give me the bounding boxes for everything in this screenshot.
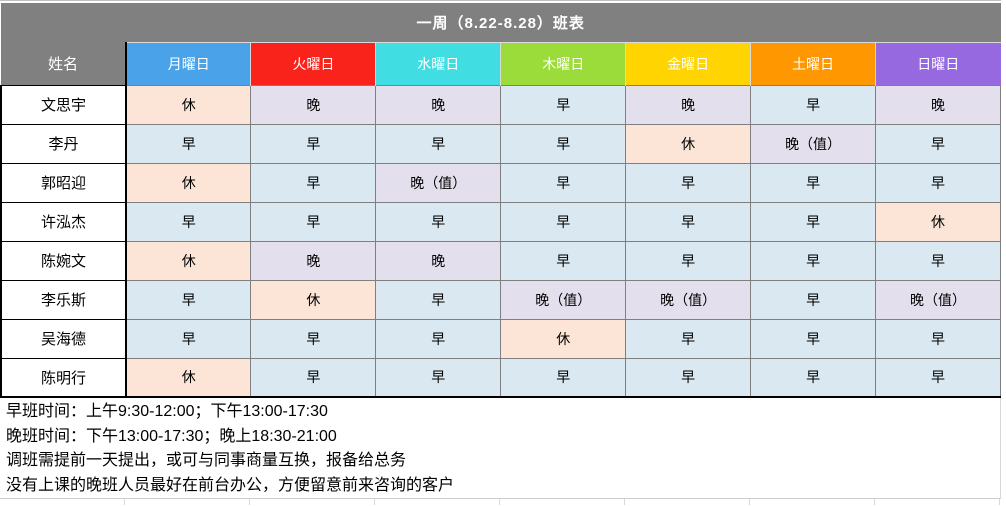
shift-cell-early[interactable]: 早 (875, 240, 1001, 281)
shift-cell-early[interactable]: 早 (625, 162, 752, 203)
employee-name-cell[interactable]: 文思宇 (0, 84, 127, 125)
day-header-5[interactable]: 金曜日 (625, 41, 751, 85)
shift-cell-off[interactable]: 休 (875, 201, 1001, 242)
day-header-6[interactable]: 土曜日 (750, 41, 876, 85)
shift-cell-early[interactable]: 早 (500, 201, 627, 242)
shift-cell-early[interactable]: 早 (250, 318, 377, 359)
employee-name-cell[interactable]: 陈明行 (0, 357, 127, 398)
shift-cell-late[interactable]: 晚 (250, 84, 377, 125)
shift-cell-late[interactable]: 晚 (375, 84, 502, 125)
shift-cell-early[interactable]: 早 (750, 201, 877, 242)
shift-cell-off[interactable]: 休 (625, 123, 752, 164)
shift-cell-late[interactable]: 晚 (625, 84, 752, 125)
shift-cell-early[interactable]: 早 (625, 201, 752, 242)
shift-cell-early[interactable]: 早 (750, 240, 877, 281)
shift-cell-early[interactable]: 早 (125, 279, 252, 320)
shift-cell-early[interactable]: 早 (500, 162, 627, 203)
shift-cell-early[interactable]: 早 (625, 240, 752, 281)
day-header-row: 姓名 月曜日 火曜日 水曜日 木曜日 金曜日 土曜日 日曜日 (1, 41, 1001, 85)
shift-cell-early[interactable]: 早 (625, 357, 752, 398)
employee-name-cell[interactable]: 陈婉文 (0, 240, 127, 281)
top-gridline-strip (0, 0, 1001, 3)
shift-cell-early[interactable]: 早 (375, 123, 502, 164)
shift-cell-late_duty[interactable]: 晚（值） (625, 279, 752, 320)
shift-cell-early[interactable]: 早 (375, 357, 502, 398)
day-header-1[interactable]: 月曜日 (125, 41, 251, 85)
shift-cell-early[interactable]: 早 (250, 162, 377, 203)
name-column-header[interactable]: 姓名 (1, 42, 127, 85)
shift-cell-early[interactable]: 早 (875, 318, 1001, 359)
shift-cell-late_duty[interactable]: 晚（值） (500, 279, 627, 320)
shift-schedule-table: 一周（8.22-8.28）班表 姓名 月曜日 火曜日 水曜日 木曜日 金曜日 土曜日 日曜日… (0, 3, 1001, 398)
shift-cell-early[interactable]: 早 (500, 240, 627, 281)
shift-cell-late[interactable]: 晚 (875, 84, 1001, 125)
day-header-3[interactable]: 水曜日 (375, 41, 501, 85)
shift-cell-late[interactable]: 晚 (250, 240, 377, 281)
shift-cell-off[interactable]: 休 (125, 357, 252, 398)
shift-cell-early[interactable]: 早 (375, 279, 502, 320)
shift-cell-late_duty[interactable]: 晚（值） (375, 162, 502, 203)
note-line[interactable]: 晚班时间：下午13:00-17:30；晚上18:30-21:00 (6, 427, 337, 445)
shift-cell-early[interactable]: 早 (875, 357, 1001, 398)
shift-cell-off[interactable]: 休 (125, 84, 252, 125)
shift-cell-early[interactable]: 早 (250, 201, 377, 242)
employee-name-cell[interactable]: 李乐斯 (0, 279, 127, 320)
note-line[interactable]: 调班需提前一天提出，或可与同事商量互换，报备给总务 (6, 452, 407, 469)
shift-cell-early[interactable]: 早 (750, 357, 877, 398)
shift-cell-early[interactable]: 早 (750, 318, 877, 359)
shift-cell-off[interactable]: 休 (125, 162, 252, 203)
shift-cell-late_duty[interactable]: 晚（值） (750, 123, 877, 164)
table-row: 文思宇休晚晚早晚早晚 (0, 84, 1001, 125)
shift-cell-off[interactable]: 休 (500, 318, 627, 359)
employee-name-cell[interactable]: 李丹 (0, 123, 127, 164)
shift-cell-early[interactable]: 早 (125, 201, 252, 242)
notes: 早班时间：上午9:30-12:00；下午13:00-17:30 晚班时间：下午13… (0, 398, 1001, 498)
employee-name-cell[interactable]: 郭昭迎 (0, 162, 127, 203)
shift-cell-early[interactable]: 早 (500, 84, 627, 125)
shift-cell-early[interactable]: 早 (875, 162, 1001, 203)
shift-cell-early[interactable]: 早 (750, 279, 877, 320)
day-header-7[interactable]: 日曜日 (875, 41, 1001, 85)
table-row: 吴海德早早早休早早早 (0, 318, 1001, 359)
shift-cell-early[interactable]: 早 (250, 357, 377, 398)
note-line[interactable]: 没有上课的晚班人员最好在前台办公，方便留意前来咨询的客户 (6, 476, 455, 494)
shift-cell-early[interactable]: 早 (375, 201, 502, 242)
table-row: 陈婉文休晚晚早早早早 (0, 240, 1001, 281)
employee-name-cell[interactable]: 吴海德 (0, 318, 127, 359)
table-row: 许泓杰早早早早早早休 (0, 201, 1001, 242)
shift-cell-early[interactable]: 早 (250, 123, 377, 164)
shift-cell-early[interactable]: 早 (500, 123, 627, 164)
shift-cell-early[interactable]: 早 (375, 318, 502, 359)
table-row: 李乐斯早休早晚（值） 晚（值）早晚（值） (0, 279, 1001, 320)
shift-cell-early[interactable]: 早 (500, 357, 627, 398)
shift-cell-early[interactable]: 早 (875, 123, 1001, 164)
shift-cell-early[interactable]: 早 (750, 84, 877, 125)
shift-cell-late[interactable]: 晚 (375, 240, 502, 281)
shift-cell-early[interactable]: 早 (125, 123, 252, 164)
day-header-2[interactable]: 火曜日 (250, 41, 376, 85)
shift-cell-off[interactable]: 休 (250, 279, 377, 320)
table-row: 李丹早早早早休晚（值）早 (0, 123, 1001, 164)
shift-cell-late_duty[interactable]: 晚（值） (875, 279, 1001, 320)
schedule-title[interactable]: 一周（8.22-8.28）班表 (1, 3, 1001, 42)
bottom-gridline-strip (0, 498, 1001, 505)
day-header-4[interactable]: 木曜日 (500, 41, 626, 85)
table-row: 陈明行休早早早早早早 (0, 357, 1001, 398)
note-line[interactable]: 早班时间：上午9:30-12:00；下午13:00-17:30 (6, 403, 328, 420)
shift-cell-early[interactable]: 早 (125, 318, 252, 359)
employee-name-cell[interactable]: 许泓杰 (0, 201, 127, 242)
table-row: 郭昭迎休早晚（值）早早早早 (0, 162, 1001, 203)
shift-cell-off[interactable]: 休 (125, 240, 252, 281)
shift-cell-early[interactable]: 早 (625, 318, 752, 359)
shift-cell-early[interactable]: 早 (750, 162, 877, 203)
schedule-body: 文思宇休晚晚早晚早晚李丹早早早早休晚（值）早郭昭迎休早晚（值）早早早早许泓杰早早… (0, 84, 1001, 398)
title-row: 一周（8.22-8.28）班表 (1, 3, 1001, 42)
